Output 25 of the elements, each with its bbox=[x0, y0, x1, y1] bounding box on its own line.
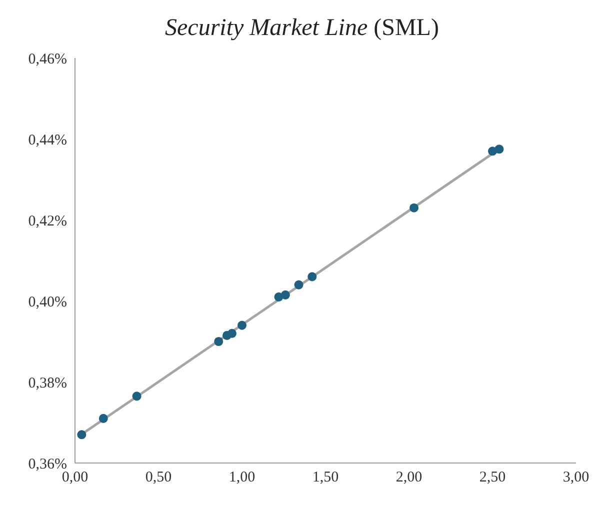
chart-title: Security Market Line (SML) bbox=[164, 14, 440, 43]
x-tick-label: 2,00 bbox=[396, 470, 422, 486]
point bbox=[77, 430, 86, 440]
point bbox=[308, 272, 317, 282]
y-tick-label: 0,40% bbox=[28, 294, 67, 310]
point bbox=[227, 328, 236, 338]
x-tick-label: 0,00 bbox=[62, 470, 88, 486]
y-tick-label: 0,44% bbox=[28, 132, 67, 148]
y-tick-label: 0,38% bbox=[28, 375, 67, 392]
point bbox=[280, 290, 290, 300]
point bbox=[132, 392, 142, 401]
point bbox=[237, 320, 247, 330]
y-tick-label: 0,36% bbox=[28, 456, 67, 472]
x-tick-label: 1,00 bbox=[228, 470, 256, 486]
x-tick-label: 1,50 bbox=[312, 470, 339, 486]
point bbox=[494, 144, 504, 154]
x-tick-label: 3,00 bbox=[562, 470, 590, 486]
point bbox=[409, 203, 419, 212]
point bbox=[294, 280, 304, 290]
y-tick-label: 0,46% bbox=[28, 51, 67, 68]
x-tick-label: 0,50 bbox=[145, 470, 172, 486]
x-tick-label: 2,50 bbox=[479, 470, 506, 486]
point bbox=[214, 336, 224, 346]
y-tick-label: 0,42% bbox=[28, 213, 67, 230]
point bbox=[98, 414, 108, 423]
